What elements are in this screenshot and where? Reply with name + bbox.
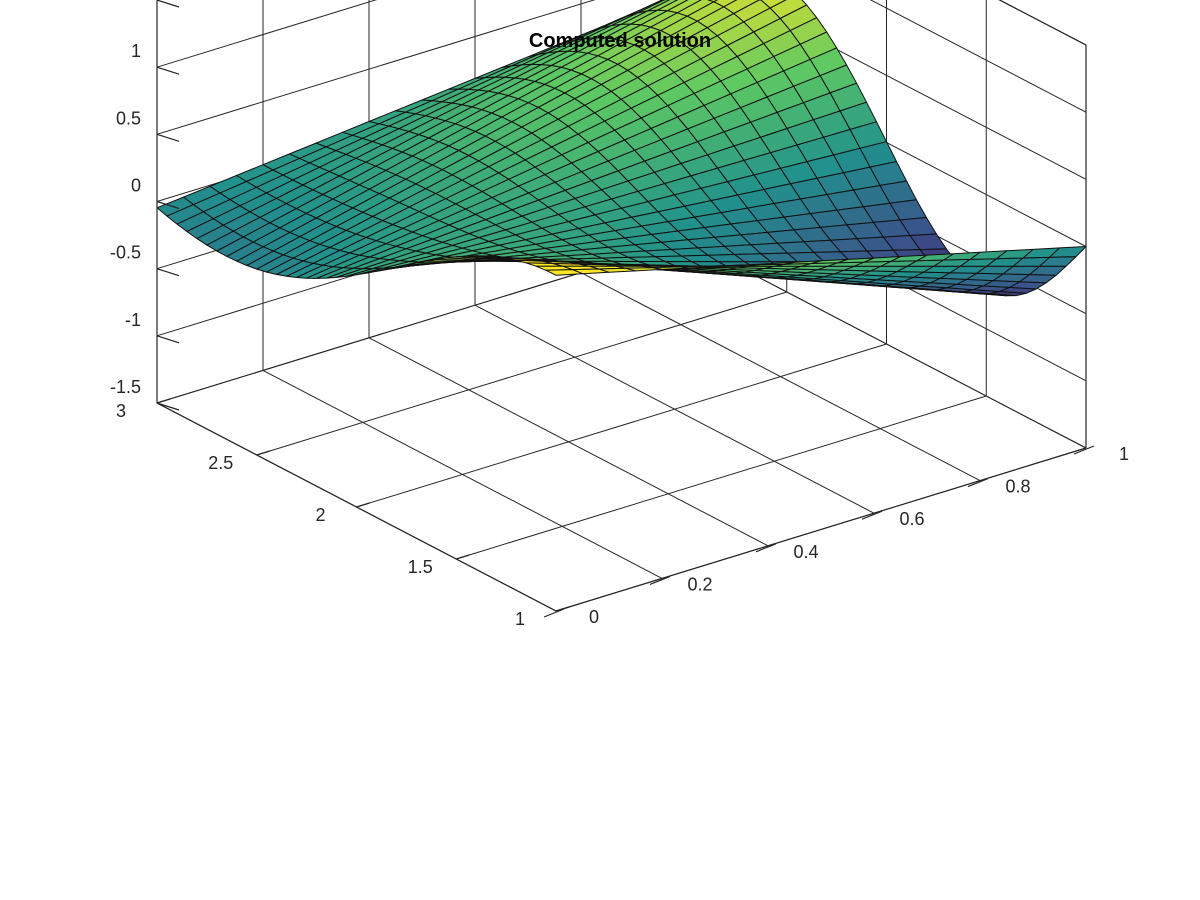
- grid-line: [869, 0, 1087, 113]
- surface-facet: [545, 269, 583, 276]
- y-tick-mark: [456, 554, 470, 560]
- z-tick-label: 0.5: [116, 108, 141, 128]
- y-tick-label: 3: [116, 401, 126, 421]
- z-tick-mark: [156, 268, 180, 277]
- x-tick-mark: [543, 608, 565, 618]
- x-tick-label: 0.4: [793, 542, 818, 562]
- x-tick-mark: [755, 543, 777, 553]
- y-tick-mark: [555, 606, 570, 612]
- chart-title: Computed solution: [529, 30, 711, 52]
- x-axis-line: [555, 447, 1087, 612]
- z-tick-mark: [156, 335, 180, 344]
- x-tick-mark: [967, 478, 989, 488]
- z-tick-label: -0.5: [110, 243, 141, 263]
- z-tick-mark: [156, 133, 180, 142]
- z-tick-mark: [156, 402, 180, 411]
- axis-layer: [156, 0, 1095, 618]
- z-tick-label: 1: [131, 41, 141, 61]
- x-tick-mark: [1073, 445, 1095, 455]
- y-tick-mark: [356, 502, 370, 508]
- x-tick-label: 0.8: [1005, 477, 1030, 497]
- z-tick-label: -1.5: [110, 377, 141, 397]
- y-tick-mark: [156, 398, 171, 404]
- label-layer: 00.20.40.60.8111.522.53-1.5-1-0.500.511.…: [110, 41, 1129, 629]
- y-tick-label: 2.5: [208, 453, 233, 473]
- z-tick-mark: [156, 200, 180, 210]
- x-tick-label: 1: [1119, 444, 1129, 464]
- x-tick-mark: [649, 575, 671, 585]
- y-tick-label: 2: [315, 505, 325, 525]
- grid-line: [156, 0, 596, 135]
- z-tick-mark: [156, 0, 180, 8]
- y-tick-mark: [256, 450, 270, 456]
- z-tick-label: -1: [125, 310, 141, 330]
- y-tick-label: 1.5: [408, 557, 433, 577]
- x-tick-label: 0: [589, 607, 599, 627]
- z-tick-label: 0: [131, 176, 141, 196]
- surface-layer: [156, 0, 1087, 297]
- grid-line: [456, 395, 987, 560]
- grid-line: [156, 0, 378, 68]
- grid-line: [356, 343, 887, 508]
- x-tick-label: 0.2: [687, 574, 712, 594]
- grid-line: [256, 291, 787, 456]
- x-tick-label: 0.6: [899, 509, 924, 529]
- x-tick-mark: [861, 510, 883, 520]
- top-right-edge: [998, 0, 1087, 46]
- z-tick-mark: [156, 66, 180, 75]
- y-tick-label: 1: [515, 609, 525, 629]
